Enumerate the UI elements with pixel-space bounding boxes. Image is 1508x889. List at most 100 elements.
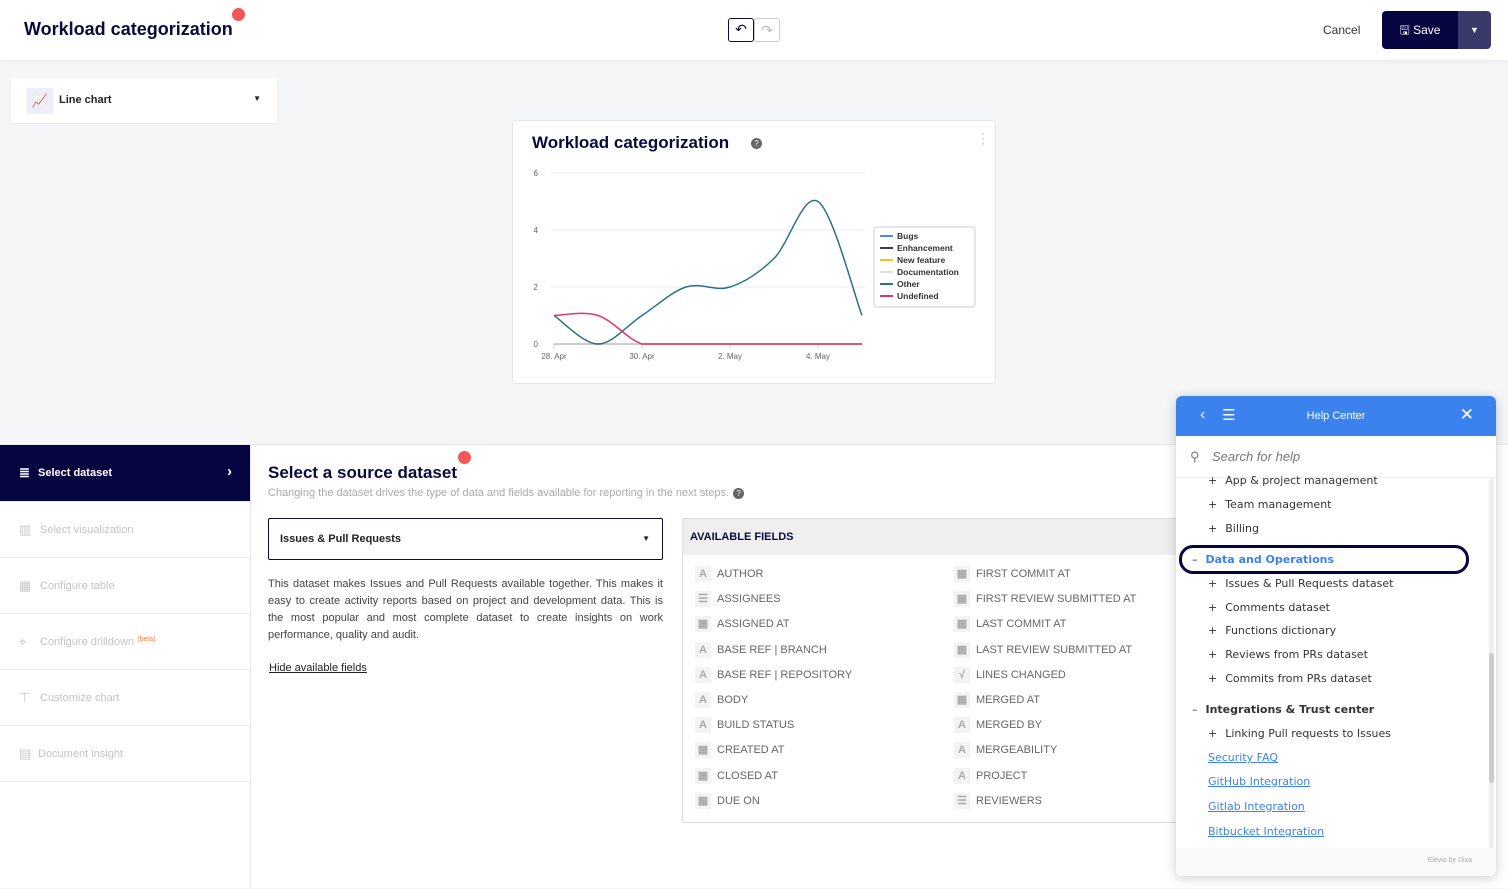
back-icon[interactable]: ‹ <box>1200 406 1206 423</box>
help-item[interactable]: Bitbucket Integration <box>1208 825 1324 838</box>
step-configure-table[interactable]: ▦ Configure table <box>0 558 250 614</box>
text-type-icon: A <box>954 767 970 784</box>
help-item[interactable]: Gitlab Integration <box>1208 800 1305 813</box>
plus-icon: + <box>1208 672 1218 685</box>
legend-item: Other <box>897 279 920 289</box>
help-item[interactable]: + Linking Pull requests to Issues <box>1208 727 1391 740</box>
hide-fields-link[interactable]: Hide available fields <box>269 662 367 674</box>
visualization-select[interactable]: 📈 Line chart ▼ <box>11 78 277 123</box>
date-type-icon: ▦ <box>954 566 970 582</box>
field-item[interactable]: ▦ FIRST REVIEW SUBMITTED AT <box>942 591 1191 616</box>
help-item[interactable]: GitHub Integration <box>1208 775 1310 788</box>
undo-icon: ↶ <box>735 21 747 37</box>
field-item[interactable]: A AUTHOR <box>683 566 933 591</box>
dataset-subtitle: Changing the dataset drives the type of … <box>268 487 745 499</box>
y-tick-label: 0 <box>534 340 539 349</box>
help-item[interactable]: + App & project management <box>1208 474 1378 487</box>
beta-badge: (beta) <box>137 636 156 643</box>
field-item[interactable]: ☰ ASSIGNEES <box>683 591 933 616</box>
save-options-dropdown[interactable]: ▼ <box>1458 11 1491 49</box>
dataset-select[interactable]: Issues & Pull Requests ▼ <box>268 518 663 560</box>
field-item[interactable]: ▦ ASSIGNED AT <box>683 616 933 641</box>
plus-icon: + <box>1208 498 1218 511</box>
minus-icon: – <box>1192 703 1198 716</box>
step-label: Customize chart <box>40 692 120 704</box>
field-item[interactable]: ▦ LAST COMMIT AT <box>942 616 1191 641</box>
field-item[interactable]: A MERGEABILITY <box>942 742 1191 767</box>
help-item[interactable]: + Billing <box>1208 522 1259 535</box>
more-options-icon[interactable]: · · · <box>981 126 985 150</box>
help-item[interactable]: + Reviews from PRs dataset <box>1208 648 1368 661</box>
formula-type-icon: √ <box>954 666 970 683</box>
field-item[interactable]: A BASE REF | BRANCH <box>683 641 933 667</box>
fields-left-column: A AUTHOR ☰ ASSIGNEES ▦ ASSIGNED AT A BASE REF |… <box>683 566 933 818</box>
help-link[interactable]: GitHub Integration <box>1208 775 1311 788</box>
help-item[interactable]: + Comments dataset <box>1208 601 1330 614</box>
field-item[interactable]: A MERGED BY <box>942 717 1191 742</box>
field-item[interactable]: ▦ CLOSED AT <box>683 767 933 793</box>
field-label: ASSIGNEES <box>717 593 781 606</box>
help-link[interactable]: Gitlab Integration <box>1208 800 1305 813</box>
text-type-icon: A <box>695 717 711 734</box>
text-type-icon: A <box>695 641 711 658</box>
help-item-label: Linking Pull requests to Issues <box>1225 727 1392 740</box>
field-label: CLOSED AT <box>717 769 778 782</box>
dataset-description: This dataset makes Issues and Pull Reque… <box>268 578 663 641</box>
help-icon[interactable]: ? <box>751 138 762 149</box>
field-item[interactable]: ▦ MERGED AT <box>942 691 1191 717</box>
database-icon: ≣ <box>19 465 30 480</box>
field-label: BUILD STATUS <box>717 719 795 732</box>
field-item[interactable]: A PROJECT <box>942 767 1191 793</box>
help-item[interactable]: + Commits from PRs dataset <box>1208 672 1372 685</box>
top-bar: Workload categorization ↶ ↷ Cancel 🖫 Sav… <box>0 0 1508 60</box>
help-item[interactable]: + Functions dictionary <box>1208 624 1336 637</box>
save-label: Save <box>1413 23 1441 37</box>
help-search[interactable]: ⚲ Search for help <box>1176 436 1496 478</box>
step-select-dataset[interactable]: ≣ Select dataset › <box>0 445 250 502</box>
list-type-icon: ☰ <box>954 792 970 809</box>
focus-ring <box>1179 545 1469 574</box>
step-configure-drilldown[interactable]: ⌖ Configure drilldown (beta) <box>0 614 250 670</box>
step-label: Select visualization <box>40 524 134 536</box>
menu-icon[interactable]: ☰ <box>1222 407 1236 424</box>
step-document-insight[interactable]: ▤ Document insight <box>0 726 250 782</box>
step-select-visualization[interactable]: ▥ Select visualization <box>0 502 250 558</box>
redo-button[interactable]: ↷ <box>754 18 780 42</box>
help-item-label: Reviews from PRs dataset <box>1225 648 1368 661</box>
legend-item: Undefined <box>897 291 939 301</box>
help-item[interactable]: – Data and Operations <box>1192 553 1334 566</box>
step-customize-chart[interactable]: ⊤ Customize chart <box>0 670 250 726</box>
close-icon[interactable]: ✕ <box>1459 405 1474 424</box>
step-label: Document insight <box>38 748 123 760</box>
text-type-icon: A <box>695 666 711 683</box>
text-type-icon: A <box>695 566 711 582</box>
help-item[interactable]: + Team management <box>1208 498 1331 511</box>
undo-button[interactable]: ↶ <box>728 18 754 42</box>
dataset-value: Issues & Pull Requests <box>280 533 402 545</box>
legend-item: Bugs <box>897 231 919 241</box>
search-input[interactable]: Search for help <box>1212 449 1301 464</box>
plus-icon: + <box>1208 601 1218 614</box>
step-label: Configure table <box>40 580 115 592</box>
field-item[interactable]: √ LINES CHANGED <box>942 666 1191 692</box>
help-item-label: App & project management <box>1225 474 1378 487</box>
field-item[interactable]: ☰ REVIEWERS <box>942 792 1191 818</box>
field-item[interactable]: ▦ LAST REVIEW SUBMITTED AT <box>942 641 1191 667</box>
save-button[interactable]: 🖫 Save <box>1382 11 1458 49</box>
step-label: Select dataset <box>38 467 112 479</box>
field-item[interactable]: ▦ FIRST COMMIT AT <box>942 566 1191 591</box>
step-label: Configure drilldown <box>40 636 135 648</box>
help-icon[interactable]: ? <box>733 488 745 499</box>
field-item[interactable]: ▦ DUE ON <box>683 792 933 818</box>
field-item[interactable]: A BASE REF | REPOSITORY <box>683 666 933 692</box>
field-item[interactable]: A BODY <box>683 691 933 717</box>
help-item[interactable]: + Issues & Pull Requests dataset <box>1208 577 1393 590</box>
scrollbar[interactable] <box>1489 478 1494 848</box>
help-item[interactable]: – Integrations & Trust center <box>1192 703 1374 716</box>
help-link[interactable]: Security FAQ <box>1208 751 1278 764</box>
help-item[interactable]: Security FAQ <box>1208 751 1278 764</box>
cancel-button[interactable]: Cancel <box>1323 23 1361 37</box>
field-item[interactable]: A BUILD STATUS <box>683 717 933 742</box>
help-link[interactable]: Bitbucket Integration <box>1208 825 1325 838</box>
field-item[interactable]: ▦ CREATED AT <box>683 742 933 767</box>
